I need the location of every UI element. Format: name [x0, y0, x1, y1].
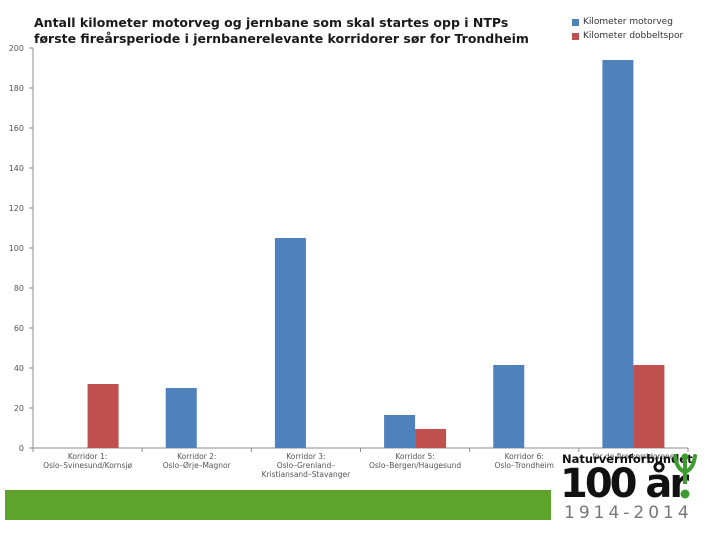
- x-category-label: for de fire korridorene: [592, 452, 675, 461]
- bar-dobbeltspor: [415, 429, 447, 448]
- x-category-label: Korridor 3: Oslo–Grenland– Kristiansand–St…: [262, 452, 352, 479]
- footer-green-bar: [5, 490, 551, 520]
- y-tick-label: 80: [14, 284, 24, 293]
- legend-item-motorveg: Kilometer motorveg: [572, 15, 683, 29]
- bar-motorveg: [165, 388, 197, 448]
- chart-legend: Kilometer motorveg Kilometer dobbeltspor: [572, 15, 683, 43]
- legend-label-motorveg: Kilometer motorveg: [583, 17, 673, 27]
- bar-motorveg: [274, 238, 306, 448]
- bar-motorveg: [384, 415, 416, 448]
- green-person-icon: [673, 453, 697, 499]
- y-tick-label: 200: [9, 44, 24, 53]
- y-tick-label: 160: [9, 124, 24, 133]
- y-tick-label: 120: [9, 204, 24, 213]
- legend-swatch-motorveg: [572, 18, 579, 26]
- logo-org-name: Naturvernforbundet: [562, 452, 693, 466]
- y-tick-label: 140: [9, 164, 24, 173]
- x-category-label: Korridor 1: Oslo–Svinesund/Kornsjø: [43, 452, 132, 470]
- bar-motorveg: [493, 365, 525, 448]
- y-tick-label: 100: [9, 244, 24, 253]
- legend-item-dobbeltspor: Kilometer dobbeltspor: [572, 29, 683, 43]
- chart-title: Antall kilometer motorveg og jernbane so…: [34, 15, 529, 46]
- y-tick-label: 40: [14, 364, 24, 373]
- y-tick-label: 20: [14, 404, 24, 413]
- legend-swatch-dobbeltspor: [572, 32, 579, 40]
- bar-dobbeltspor: [87, 384, 119, 448]
- y-tick-label: 60: [14, 324, 24, 333]
- x-category-label: Korridor 5: Oslo–Bergen/Haugesund: [369, 452, 461, 470]
- y-tick-label: 0: [19, 444, 24, 453]
- legend-label-dobbeltspor: Kilometer dobbeltspor: [583, 31, 684, 41]
- bar-dobbeltspor: [633, 365, 665, 448]
- logo-year-range: 1914-2014: [564, 503, 693, 523]
- naturvernforbundet-logo: Naturvernforbundet 100 år 1914-2014: [560, 452, 700, 527]
- y-tick-label: 180: [9, 84, 24, 93]
- bar-motorveg: [602, 60, 634, 448]
- x-category-label: Korridor 2: Oslo–Ørje–Magnor: [163, 452, 232, 470]
- logo-hundred-years: 100 år: [560, 461, 689, 507]
- x-category-label: Korridor 6: Oslo–Trondheim: [495, 452, 555, 470]
